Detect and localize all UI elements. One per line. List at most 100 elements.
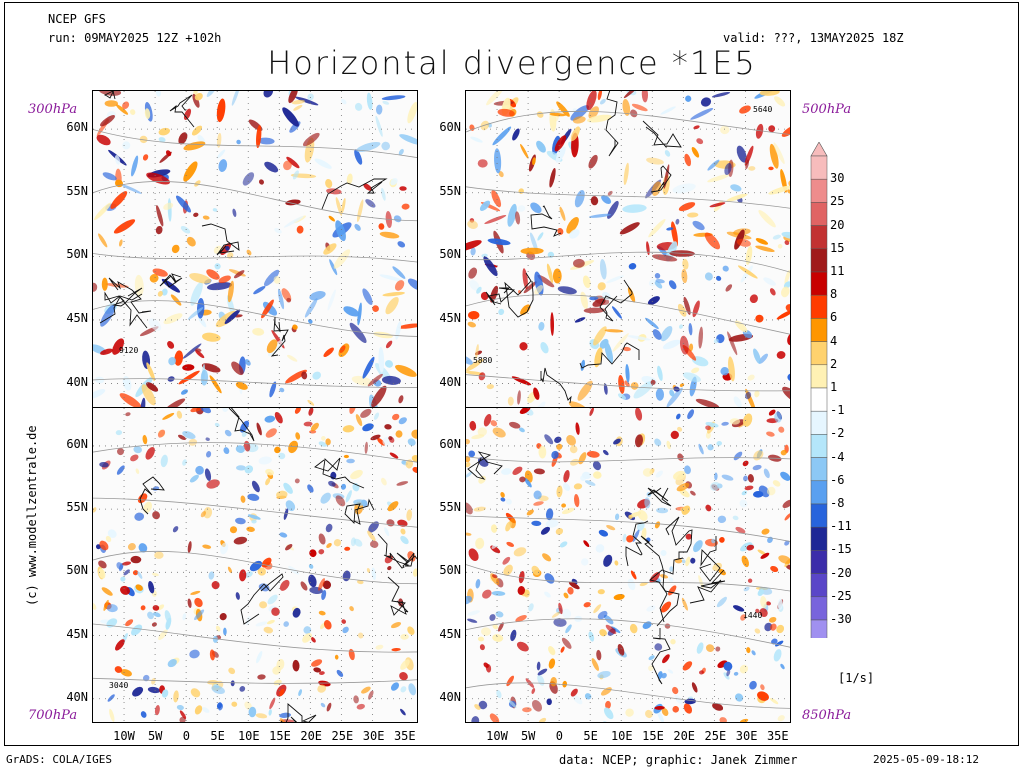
field-blob bbox=[520, 144, 529, 159]
field-blob bbox=[362, 288, 373, 306]
field-blob bbox=[721, 421, 729, 426]
field-blob bbox=[365, 199, 376, 208]
field-blob bbox=[698, 326, 704, 349]
field-blob bbox=[202, 332, 221, 342]
field-blob bbox=[654, 521, 661, 529]
field-blob bbox=[557, 286, 577, 295]
field-blob bbox=[531, 565, 540, 576]
field-blob bbox=[264, 415, 276, 423]
field-blob bbox=[668, 585, 677, 596]
field-blob bbox=[696, 642, 704, 654]
field-blob bbox=[154, 551, 164, 559]
field-blob bbox=[483, 413, 492, 427]
pressure-level-label: 850hPa bbox=[802, 708, 852, 723]
field-blob bbox=[477, 636, 485, 642]
field-blob bbox=[204, 468, 212, 481]
contour-label: 1440 bbox=[743, 611, 762, 620]
field-blob bbox=[400, 686, 407, 693]
field-blob bbox=[635, 434, 643, 448]
field-blob bbox=[599, 258, 607, 280]
field-blob bbox=[555, 146, 566, 163]
field-blob bbox=[384, 424, 392, 430]
field-blob bbox=[168, 356, 176, 366]
height-contour bbox=[93, 181, 417, 222]
latitude-label: 60N bbox=[66, 120, 88, 135]
field-blob bbox=[739, 664, 748, 674]
field-blob bbox=[309, 291, 326, 301]
field-blob bbox=[218, 159, 228, 173]
field-blob bbox=[286, 156, 300, 169]
field-blob bbox=[100, 304, 116, 327]
field-blob bbox=[484, 215, 507, 224]
field-blob bbox=[466, 502, 473, 515]
field-blob bbox=[107, 694, 115, 702]
field-blob bbox=[285, 199, 301, 206]
field-blob bbox=[492, 634, 504, 642]
contour-label: 9120 bbox=[119, 346, 138, 355]
field-blob bbox=[705, 644, 715, 652]
colorbar-swatch bbox=[810, 248, 828, 273]
field-blob bbox=[110, 191, 128, 209]
field-blob bbox=[112, 338, 125, 355]
field-blob bbox=[759, 91, 780, 96]
field-blob bbox=[713, 338, 719, 344]
field-blob bbox=[323, 620, 332, 630]
field-blob bbox=[476, 286, 482, 294]
field-blob bbox=[518, 570, 525, 584]
field-blob bbox=[784, 540, 790, 546]
field-blob bbox=[231, 701, 238, 707]
field-blob bbox=[487, 238, 511, 246]
field-blob bbox=[519, 408, 531, 415]
field-blob bbox=[318, 533, 326, 545]
field-blob bbox=[735, 526, 746, 534]
field-blob bbox=[109, 708, 115, 722]
field-blob bbox=[641, 91, 649, 103]
field-blob bbox=[632, 529, 640, 542]
field-blob bbox=[352, 483, 360, 492]
longitude-label: 10W bbox=[486, 729, 508, 743]
longitude-label: 35E bbox=[766, 729, 789, 743]
field-blob bbox=[375, 115, 383, 137]
field-blob bbox=[363, 183, 372, 191]
field-blob bbox=[563, 470, 570, 483]
field-blob bbox=[760, 684, 765, 691]
field-blob bbox=[152, 605, 160, 611]
field-blob bbox=[104, 100, 118, 107]
field-blob bbox=[251, 480, 260, 493]
field-blob bbox=[400, 528, 406, 535]
field-blob bbox=[182, 459, 187, 466]
field-blob bbox=[411, 454, 417, 463]
field-blob bbox=[566, 435, 576, 446]
field-blob bbox=[551, 450, 559, 459]
field-blob bbox=[540, 342, 549, 354]
colorbar-swatch bbox=[810, 434, 828, 458]
field-blob bbox=[354, 102, 363, 111]
field-blob bbox=[532, 157, 536, 166]
latitude-label: 40N bbox=[66, 689, 88, 704]
field-blob bbox=[390, 178, 398, 186]
field-blob bbox=[533, 490, 542, 500]
field-blob bbox=[603, 721, 609, 722]
field-blob bbox=[339, 345, 346, 353]
field-blob bbox=[584, 693, 592, 700]
field-blob bbox=[411, 429, 417, 439]
field-blob bbox=[130, 555, 142, 564]
field-blob bbox=[570, 105, 590, 121]
field-blob bbox=[515, 614, 527, 623]
field-blob bbox=[470, 136, 483, 143]
field-blob bbox=[605, 624, 617, 635]
field-blob bbox=[707, 159, 720, 171]
field-blob bbox=[350, 469, 363, 480]
field-blob bbox=[176, 410, 183, 419]
field-blob bbox=[674, 694, 683, 705]
colorbar-tick-label: -8 bbox=[830, 496, 845, 510]
field-blob bbox=[218, 703, 223, 711]
colorbar-swatch bbox=[810, 526, 828, 551]
field-blob bbox=[497, 622, 504, 632]
field-blob bbox=[400, 633, 409, 640]
field-blob bbox=[98, 233, 108, 248]
field-blob bbox=[157, 604, 165, 611]
field-blob bbox=[100, 348, 113, 355]
field-blob bbox=[106, 604, 118, 613]
field-blob bbox=[131, 624, 143, 636]
